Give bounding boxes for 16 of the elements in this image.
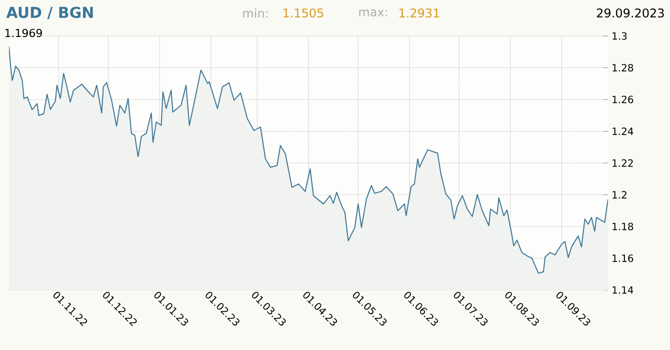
text: max: [359, 10, 387, 16]
y-tick-label: 1.22 [612, 159, 633, 167]
y-tick-label: 1.14 [612, 286, 634, 294]
y-tick-label: 1.3 [612, 32, 627, 40]
chart-title: AUD / BGN [6, 6, 93, 20]
y-tick-label: 1.16 [612, 254, 634, 262]
y-tick-label: 1.2 [612, 191, 626, 198]
annotation: 1.1969 [5, 28, 42, 38]
text: 1.1505 [284, 8, 324, 18]
y-tick-label: 1.28 [612, 64, 634, 72]
y-tick-label: 1.24 [612, 128, 634, 135]
y-tick-label: 1.26 [612, 96, 634, 104]
text: 29.09.2023 [596, 8, 664, 18]
text: min: [243, 8, 268, 18]
y-tick-label: 1.18 [612, 222, 634, 230]
text: 1.2931 [400, 8, 440, 18]
